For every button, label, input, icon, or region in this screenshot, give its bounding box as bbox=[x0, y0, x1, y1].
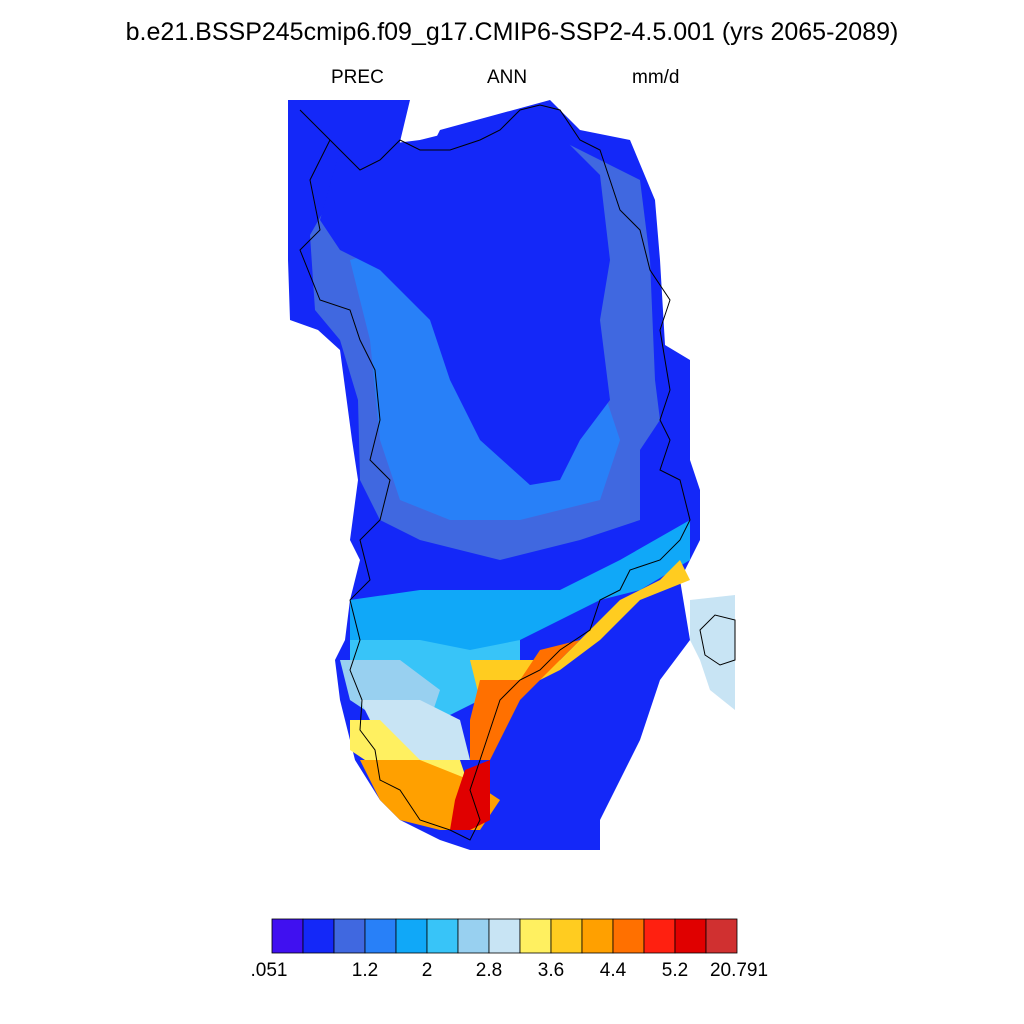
colorbar-label-8: 20.791 bbox=[709, 960, 769, 981]
precip-region-island bbox=[690, 595, 735, 710]
colorbar-label-1: .051 bbox=[250, 960, 288, 981]
colorbar-label-7: 5.2 bbox=[661, 960, 689, 981]
colorbar-label-3: 2 bbox=[421, 960, 433, 981]
colorbar-swatch bbox=[364, 918, 397, 954]
colorbar-swatch bbox=[395, 918, 428, 954]
precip-region-level-12 bbox=[450, 760, 490, 830]
colorbar-swatch bbox=[271, 918, 304, 954]
precip-region-level-9 bbox=[470, 560, 690, 700]
precip-field bbox=[288, 100, 735, 850]
colorbar bbox=[271, 918, 738, 954]
colorbar-swatch bbox=[643, 918, 676, 954]
colorbar-swatch bbox=[550, 918, 583, 954]
coastline bbox=[299, 104, 691, 841]
colorbar-label-6: 4.4 bbox=[599, 960, 627, 981]
colorbar-swatch bbox=[488, 918, 521, 954]
units-label: mm/d bbox=[632, 67, 680, 88]
variable-label: PREC bbox=[331, 67, 384, 88]
colorbar-swatch bbox=[705, 918, 738, 954]
island-coastline bbox=[699, 614, 736, 666]
colorbar-swatch bbox=[333, 918, 366, 954]
colorbar-swatch bbox=[426, 918, 459, 954]
colorbar-label-5: 3.6 bbox=[537, 960, 565, 981]
precip-region-level-11 bbox=[470, 620, 600, 760]
colorbar-label-2: 1.2 bbox=[351, 960, 379, 981]
colorbar-swatch bbox=[302, 918, 335, 954]
colorbar-label-4: 2.8 bbox=[475, 960, 503, 981]
season-label: ANN bbox=[487, 67, 528, 88]
precip-region-level-7 bbox=[360, 700, 470, 760]
colorbar-swatch bbox=[612, 918, 645, 954]
precip-region-level-1-core bbox=[320, 120, 610, 485]
colorbar-swatch bbox=[674, 918, 707, 954]
colorbar-swatch bbox=[581, 918, 614, 954]
plot-title: b.e21.BSSP245cmip6.f09_g17.CMIP6-SSP2-4.… bbox=[125, 18, 899, 46]
colorbar-swatch bbox=[457, 918, 490, 954]
colorbar-swatch bbox=[519, 918, 552, 954]
precip-region-level-4 bbox=[350, 520, 690, 660]
